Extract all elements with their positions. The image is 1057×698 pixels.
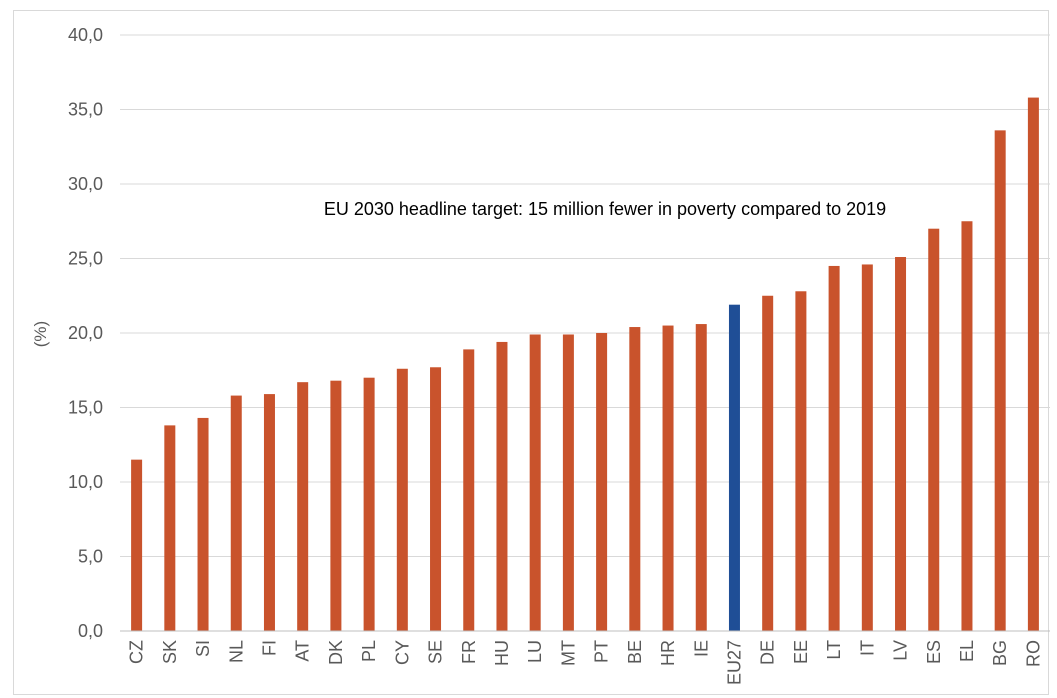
y-tick-label: 30,0	[68, 174, 103, 194]
bar-lu	[529, 334, 541, 631]
gridlines	[120, 34, 1050, 557]
bar-se	[430, 367, 442, 631]
x-tick-label-cz: CZ	[127, 640, 147, 664]
x-tick-label-lt: LT	[824, 640, 844, 660]
y-axis-title: (%)	[31, 321, 50, 347]
bar-ie	[695, 324, 707, 631]
bar-ro	[1027, 97, 1039, 631]
bar-hu	[496, 341, 508, 631]
bar-si	[197, 417, 209, 631]
x-tick-label-cy: CY	[392, 640, 412, 665]
bar-it	[861, 264, 873, 631]
bar-el	[961, 221, 973, 631]
x-tick-label-pt: PT	[592, 640, 612, 663]
bar-fr	[463, 349, 475, 631]
x-tick-label-si: SI	[193, 640, 213, 657]
bar-de	[762, 295, 774, 631]
bar-lt	[828, 265, 840, 631]
bar-nl	[230, 395, 242, 631]
x-tick-label-be: BE	[625, 640, 645, 664]
bar-mt	[562, 334, 574, 631]
x-tick-label-sk: SK	[160, 640, 180, 664]
y-tick-label: 10,0	[68, 472, 103, 492]
bar-at	[297, 382, 309, 631]
x-tick-label-de: DE	[758, 640, 778, 665]
y-tick-label: 25,0	[68, 249, 103, 269]
x-tick-label-eu27: EU27	[724, 640, 744, 685]
y-tick-label: 0,0	[78, 621, 103, 641]
x-tick-label-dk: DK	[326, 640, 346, 665]
x-tick-label-ro: RO	[1023, 640, 1043, 667]
bar-eu27	[728, 304, 740, 631]
bar-ee	[795, 291, 807, 631]
y-tick-label: 20,0	[68, 323, 103, 343]
x-axis-labels: CZ SK SI NL FI AT DK PL CY SE FR HU LU MT PT BE HR IE EU27…	[127, 640, 1044, 685]
x-tick-label-lv: LV	[891, 640, 911, 661]
bar-pt	[596, 333, 608, 631]
x-tick-label-hr: HR	[658, 640, 678, 666]
y-tick-label: 5,0	[78, 547, 103, 567]
chart-annotation: EU 2030 headline target: 15 million fewe…	[324, 199, 886, 219]
x-tick-label-fi: FI	[259, 640, 279, 656]
bar-cy	[396, 368, 408, 631]
bar-es	[928, 228, 940, 631]
x-tick-label-se: SE	[426, 640, 446, 664]
bar-hr	[662, 325, 674, 631]
y-tick-label: 15,0	[68, 398, 103, 418]
x-tick-label-bg: BG	[990, 640, 1010, 666]
x-tick-label-fr: FR	[459, 640, 479, 664]
bar-dk	[330, 380, 342, 631]
x-tick-label-lu: LU	[525, 640, 545, 663]
y-axis-ticks: 0,0 5,0 10,0 15,0 20,0 25,0 30,0 35,0 40,0	[68, 25, 103, 641]
bar-cz	[131, 459, 143, 631]
x-tick-label-ee: EE	[791, 640, 811, 664]
y-tick-label: 35,0	[68, 100, 103, 120]
bar-sk	[164, 425, 176, 631]
x-tick-label-ie: IE	[691, 640, 711, 657]
y-tick-label: 40,0	[68, 25, 103, 45]
x-tick-label-it: IT	[857, 640, 877, 656]
x-tick-label-hu: HU	[492, 640, 512, 666]
bar-be	[629, 327, 641, 631]
x-tick-label-nl: NL	[226, 640, 246, 663]
x-tick-label-at: AT	[293, 640, 313, 662]
x-tick-label-pl: PL	[359, 640, 379, 662]
bar-bg	[994, 130, 1006, 632]
bar-lv	[895, 257, 907, 631]
x-tick-label-mt: MT	[558, 640, 578, 666]
bar-pl	[363, 377, 375, 631]
x-tick-label-es: ES	[924, 640, 944, 664]
bars	[131, 97, 1039, 632]
x-tick-label-el: EL	[957, 640, 977, 662]
bar-fi	[263, 394, 275, 631]
